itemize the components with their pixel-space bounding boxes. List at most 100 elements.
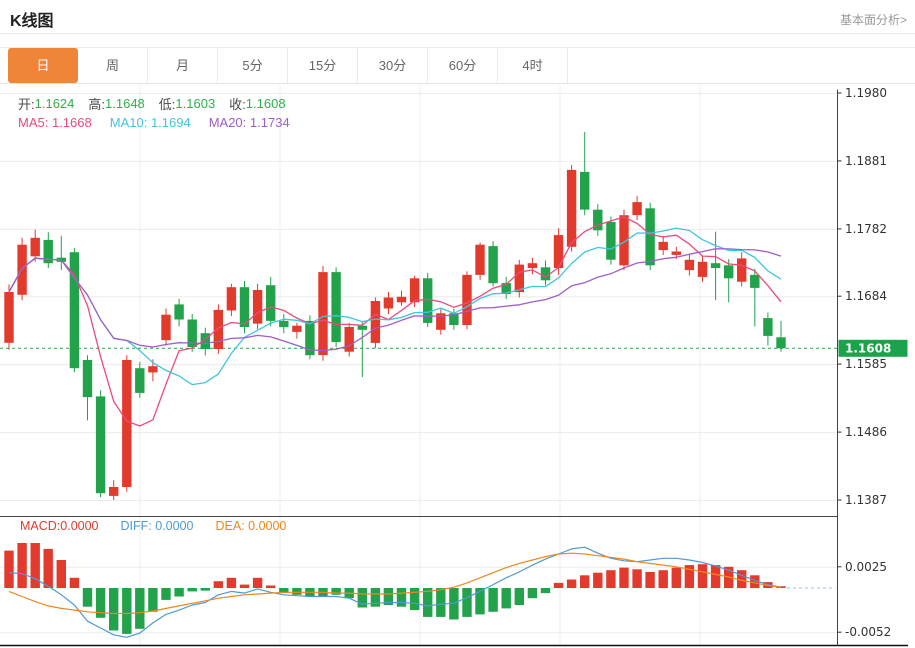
macd-bar xyxy=(632,569,642,588)
macd-bar xyxy=(462,588,472,617)
candle-body xyxy=(750,274,760,288)
macd-bar xyxy=(331,588,341,595)
macd-bar xyxy=(266,585,276,589)
macd-bar xyxy=(30,543,40,589)
macd-bar xyxy=(239,584,250,588)
macd-bar xyxy=(17,543,27,589)
macd-axis-label: -0.0052 xyxy=(845,625,891,639)
macd-bar xyxy=(671,567,681,588)
candle-body xyxy=(174,304,184,320)
macd-bar xyxy=(436,588,446,617)
candle-body xyxy=(226,287,237,311)
candle-body xyxy=(409,278,420,303)
tab-month[interactable]: 月 xyxy=(148,48,218,83)
candle-body xyxy=(449,313,459,325)
candle-body xyxy=(710,263,721,268)
y-axis-label: 1.1881 xyxy=(845,154,887,168)
macd-bar xyxy=(43,548,53,588)
macd-bar xyxy=(292,588,302,595)
tab-30min[interactable]: 30分 xyxy=(358,48,428,83)
candle-body xyxy=(30,237,40,257)
dea-line xyxy=(8,552,782,615)
candle-body xyxy=(501,283,511,295)
candle-body xyxy=(396,296,407,303)
y-axis-label: 1.1684 xyxy=(845,289,887,303)
kline-chart-canvas[interactable]: 1.1980 1.1881 1.1782 1.1684 1.1585 1.1486 1.13… xyxy=(0,84,915,648)
candle-body xyxy=(763,318,773,336)
macd-bar xyxy=(226,577,237,588)
y-axis-label: 1.1585 xyxy=(845,357,887,371)
candle-body xyxy=(266,285,276,321)
macd-bar xyxy=(109,588,119,631)
candle-body xyxy=(488,246,498,284)
macd-bar xyxy=(750,575,760,589)
macd-bar xyxy=(95,588,106,618)
tab-week[interactable]: 周 xyxy=(78,48,148,83)
macd-bar xyxy=(423,588,433,617)
candle-body xyxy=(436,313,446,330)
candle-body xyxy=(697,261,708,277)
candle-body xyxy=(645,208,655,266)
candle-body xyxy=(462,274,472,325)
candle-body xyxy=(527,263,538,268)
macd-bar xyxy=(488,588,498,612)
candle-body xyxy=(161,314,171,341)
candle-body xyxy=(593,209,603,231)
macd-bar xyxy=(69,577,80,588)
candle-body xyxy=(135,368,145,393)
candle-body xyxy=(357,325,367,330)
candle-body xyxy=(292,325,302,332)
y-axis-label: 1.1387 xyxy=(845,493,887,507)
macd-bar xyxy=(187,588,197,592)
fundamental-analysis-link[interactable]: 基本面分析> xyxy=(839,13,907,27)
current-price-tag xyxy=(838,339,908,357)
macd-bar xyxy=(645,571,655,588)
macd-bar xyxy=(122,588,132,634)
page-title: K线图 xyxy=(10,13,54,30)
current-price-tag-label: 1.1608 xyxy=(845,341,891,355)
candle-body xyxy=(514,264,524,293)
tab-5min[interactable]: 5分 xyxy=(218,48,288,83)
ma10-line xyxy=(8,227,782,386)
candle-body xyxy=(213,309,223,349)
macd-bar xyxy=(606,570,616,589)
candle-body xyxy=(724,265,734,279)
candle-body xyxy=(43,239,53,264)
macd-bar xyxy=(161,588,171,600)
candle-body xyxy=(475,244,485,275)
macd-bar xyxy=(148,588,158,612)
tab-day[interactable]: 日 xyxy=(8,48,78,83)
candle-body xyxy=(187,319,197,347)
tab-15min[interactable]: 15分 xyxy=(288,48,358,83)
macd-bar xyxy=(409,588,420,611)
macd-bar xyxy=(82,588,93,607)
candle-body xyxy=(82,360,93,398)
candle-body xyxy=(671,251,681,255)
macd-bar xyxy=(697,564,708,588)
macd-bar xyxy=(357,588,367,608)
macd-bar xyxy=(279,588,289,594)
tab-4hour[interactable]: 4时 xyxy=(498,48,568,83)
macd-bar xyxy=(200,588,210,591)
macd-bar xyxy=(501,588,511,609)
macd-bar xyxy=(135,588,145,629)
tab-60min[interactable]: 60分 xyxy=(428,48,498,83)
macd-bar xyxy=(553,582,564,588)
ma5-line xyxy=(8,216,782,427)
macd-bar xyxy=(174,588,184,597)
macd-bar xyxy=(684,565,695,588)
macd-bar xyxy=(658,570,668,589)
tab-bar: 日周月 5分 15分 30分 60分 4时 xyxy=(0,47,915,84)
candle-body xyxy=(109,487,119,496)
macd-bar xyxy=(527,588,538,599)
candle-body xyxy=(148,366,158,373)
macd-bar xyxy=(737,570,747,589)
macd-bar xyxy=(252,577,263,588)
candle-body xyxy=(776,337,786,349)
macd-bar xyxy=(514,588,524,605)
candle-body xyxy=(553,235,564,268)
macd-bar xyxy=(580,575,590,589)
candle-body xyxy=(580,171,590,210)
macd-bar xyxy=(56,560,66,589)
